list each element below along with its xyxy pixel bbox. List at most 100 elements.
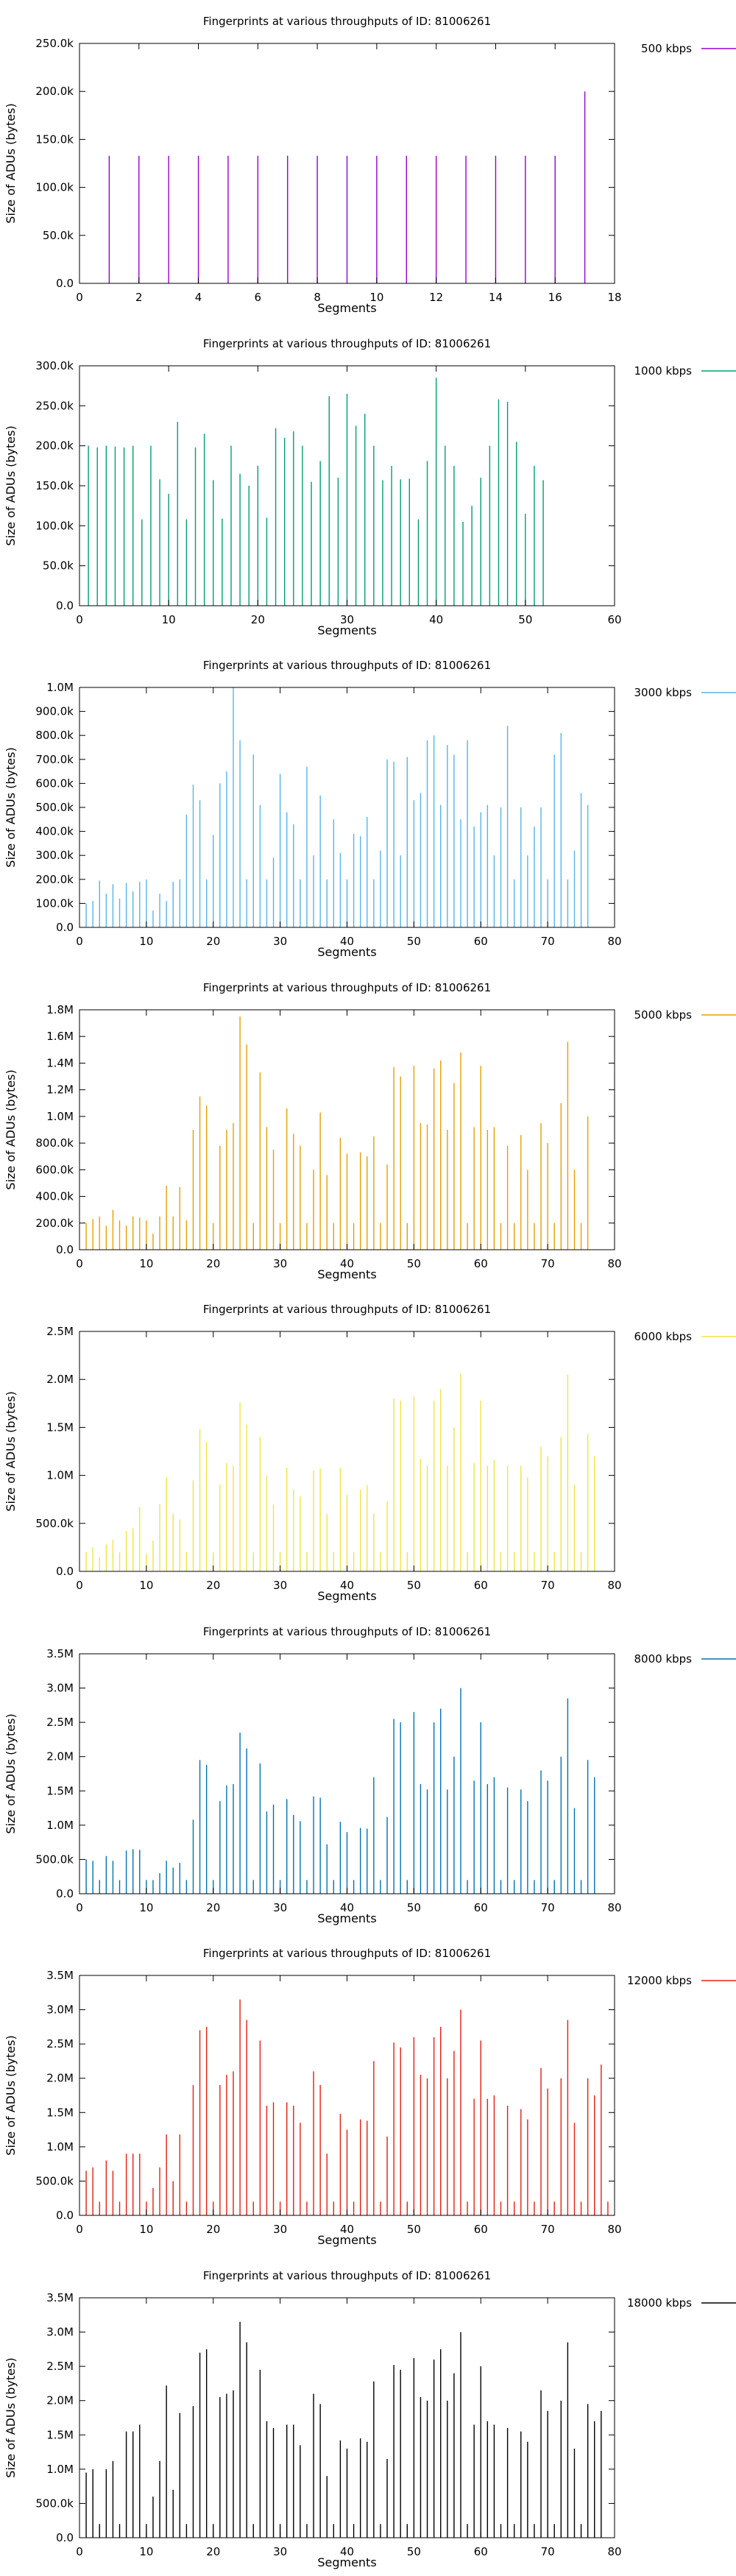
x-tick-label: 60 [474,2223,488,2236]
x-tick-label: 10 [162,613,176,626]
y-tick-label: 0.0 [56,277,74,290]
plot-frame [79,43,615,284]
legend-label: 500 kbps [641,42,692,55]
y-tick-label: 2.5M [46,2360,74,2373]
y-tick-label: 400.0k [35,1189,74,1203]
y-tick-label: 1.6M [46,1030,74,1043]
x-tick-label: 10 [139,2545,153,2558]
y-tick-label: 3.5M [46,2291,74,2304]
x-tick-label: 30 [273,1579,287,1592]
y-tick-label: 100.0k [35,181,74,194]
y-tick-label: 0.0 [56,1887,74,1900]
x-tick-label: 0 [76,1257,83,1270]
x-tick-label: 0 [76,613,83,626]
x-axis-label: Segments [317,1589,376,1603]
y-tick-label: 700.0k [35,753,74,766]
chart-title: Fingerprints at various throughputs of I… [203,2269,491,2282]
chart-title: Fingerprints at various throughputs of I… [203,337,491,350]
y-tick-label: 1.4M [46,1056,74,1069]
y-tick-label: 600.0k [35,1163,74,1176]
y-tick-label: 50.0k [43,229,74,242]
y-tick-label: 1.5M [46,1784,74,1797]
x-tick-label: 18 [607,291,621,304]
x-tick-label: 40 [340,1257,354,1270]
y-axis-label: Size of ADUs (bytes) [4,1713,18,1833]
chart-title: Fingerprints at various throughputs of I… [203,1947,491,1960]
x-tick-label: 0 [76,1901,83,1914]
y-tick-label: 1.0M [46,681,74,694]
x-tick-label: 60 [474,2545,488,2558]
x-tick-label: 0 [76,1579,83,1592]
bar-series [108,91,586,283]
chart-panel-3: Fingerprints at various throughputs of I… [4,981,736,1281]
y-tick-label: 250.0k [35,399,74,412]
x-tick-label: 20 [206,935,220,948]
bar-series [85,1688,595,1894]
y-tick-label: 300.0k [35,359,74,372]
y-tick-label: 2.0M [46,1749,74,1763]
y-tick-label: 1.8M [46,1003,74,1016]
bar-series [85,687,589,927]
x-tick-label: 4 [195,291,202,304]
x-tick-label: 50 [407,2545,421,2558]
x-tick-label: 8 [314,291,321,304]
x-tick-label: 0 [76,2223,83,2236]
y-tick-label: 1.5M [46,1420,74,1434]
x-tick-label: 60 [474,1579,488,1592]
chart-title: Fingerprints at various throughputs of I… [203,981,491,994]
y-tick-label: 2.5M [46,2037,74,2050]
y-tick-label: 1.5M [46,2106,74,2119]
x-tick-label: 80 [607,2223,621,2236]
chart-title: Fingerprints at various throughputs of I… [203,1303,491,1316]
x-tick-label: 12 [429,291,443,304]
y-tick-label: 3.0M [46,1681,74,1694]
y-tick-label: 300.0k [35,849,74,862]
legend-label: 1000 kbps [634,364,693,378]
x-tick-label: 10 [139,1579,153,1592]
y-tick-label: 500.0k [35,801,74,814]
y-tick-label: 100.0k [35,519,74,532]
chart-panel-1: Fingerprints at various throughputs of I… [4,337,736,637]
chart-panel-2: Fingerprints at various throughputs of I… [4,659,736,959]
x-tick-label: 6 [255,291,262,304]
x-tick-label: 80 [607,1579,621,1592]
y-tick-label: 500.0k [35,2174,74,2187]
x-tick-label: 20 [206,2545,220,2558]
x-tick-label: 20 [206,1579,220,1592]
x-axis-label: Segments [317,1267,376,1281]
y-tick-label: 2.5M [46,1716,74,1729]
x-tick-label: 16 [548,291,562,304]
y-tick-label: 800.0k [35,1136,74,1150]
y-tick-label: 1.0M [46,2462,74,2475]
x-tick-label: 40 [340,2223,354,2236]
y-axis-label: Size of ADUs (bytes) [4,1069,18,1189]
y-tick-label: 0.0 [56,1243,74,1256]
y-tick-label: 0.0 [56,921,74,934]
x-tick-label: 80 [607,2545,621,2558]
x-tick-label: 50 [407,1901,421,1914]
x-tick-label: 0 [76,935,83,948]
x-tick-label: 50 [518,613,532,626]
chart-title: Fingerprints at various throughputs of I… [203,15,491,28]
y-tick-label: 50.0k [43,559,74,572]
y-tick-label: 900.0k [35,705,74,718]
y-tick-label: 200.0k [35,439,74,452]
x-tick-label: 70 [541,2545,555,2558]
y-axis-label: Size of ADUs (bytes) [4,2357,18,2477]
y-tick-label: 150.0k [35,479,74,492]
x-tick-label: 2 [135,291,143,304]
x-tick-label: 14 [489,291,503,304]
y-tick-label: 3.0M [46,2325,74,2338]
bar-series [85,1999,609,2215]
y-tick-label: 500.0k [35,1517,74,1530]
y-axis-label: Size of ADUs (bytes) [4,425,18,545]
x-tick-label: 30 [273,2223,287,2236]
x-tick-label: 70 [541,2223,555,2236]
x-tick-label: 60 [474,935,488,948]
x-tick-label: 50 [407,935,421,948]
y-tick-label: 200.0k [35,85,74,98]
y-tick-label: 500.0k [35,2497,74,2510]
y-tick-label: 200.0k [35,873,74,886]
y-tick-label: 1.2M [46,1083,74,1096]
y-tick-label: 0.0 [56,1565,74,1578]
